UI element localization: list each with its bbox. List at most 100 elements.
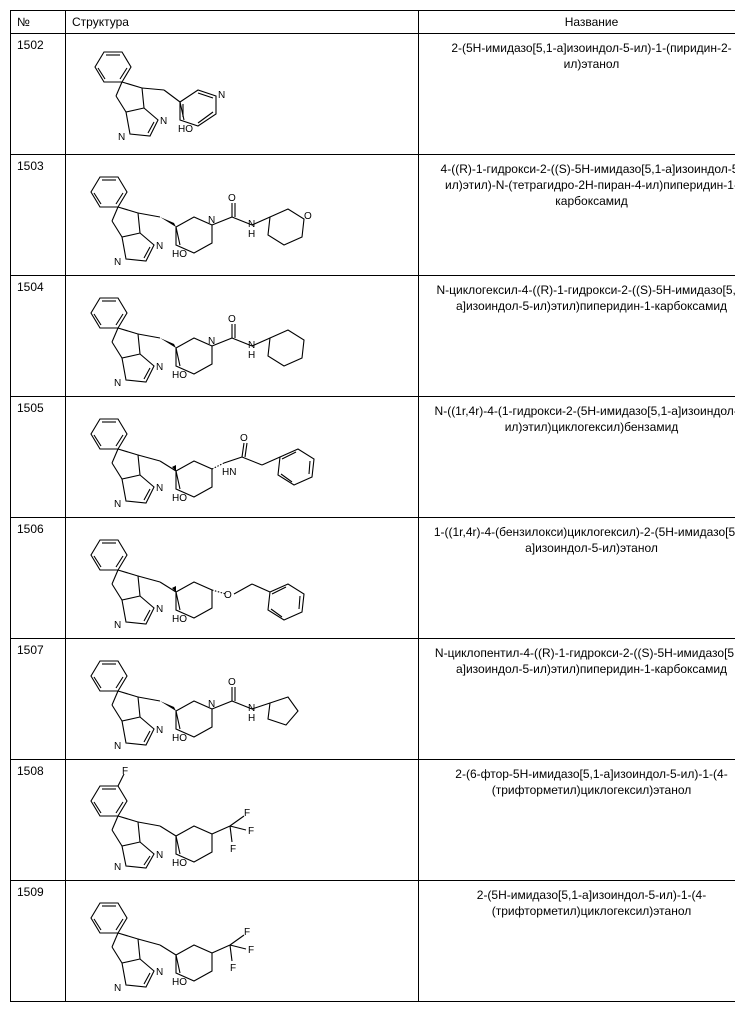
svg-text:N: N bbox=[114, 378, 121, 388]
svg-text:N: N bbox=[114, 983, 121, 993]
svg-text:HO: HO bbox=[172, 614, 187, 625]
compound-name: N-циклопентил-4-((R)-1-гидрокси-2-((S)-5… bbox=[419, 639, 735, 760]
row-num: 1502 bbox=[11, 34, 66, 155]
svg-text:N: N bbox=[156, 483, 163, 494]
table-row: 1509 N N HO bbox=[11, 881, 735, 1002]
svg-text:N: N bbox=[218, 90, 225, 101]
svg-text:N: N bbox=[208, 699, 215, 710]
table-row: 1506 bbox=[11, 518, 735, 639]
name-text: 1-((1r,4r)-4-(бензилокси)циклогексил)-2-… bbox=[425, 522, 735, 556]
row-num: 1505 bbox=[11, 397, 66, 518]
svg-text:O: O bbox=[228, 314, 236, 325]
svg-text:N: N bbox=[248, 340, 255, 351]
svg-text:HO: HO bbox=[172, 493, 187, 504]
svg-text:H: H bbox=[248, 713, 255, 724]
svg-text:HO: HO bbox=[172, 733, 187, 744]
compound-name: N-((1r,4r)-4-(1-гидрокси-2-(5H-имидазо[5… bbox=[419, 397, 735, 518]
svg-text:HO: HO bbox=[172, 370, 187, 381]
svg-text:HN: HN bbox=[222, 467, 236, 478]
svg-text:N: N bbox=[156, 725, 163, 736]
structure-svg: F NN HO FFF bbox=[72, 764, 372, 872]
svg-text:F: F bbox=[244, 927, 250, 938]
header-structure: Структура bbox=[66, 11, 419, 34]
svg-text:O: O bbox=[228, 677, 236, 688]
svg-text:O: O bbox=[240, 433, 248, 444]
structure-cell: N N HO N bbox=[66, 34, 419, 155]
name-text: 2-(5H-имидазо[5,1-a]изоиндол-5-ил)-1-(4-… bbox=[425, 885, 735, 919]
svg-text:N: N bbox=[248, 703, 255, 714]
structure-svg: N N HO O HN bbox=[72, 401, 392, 509]
svg-text:HO: HO bbox=[172, 858, 187, 869]
compound-name: 4-((R)-1-гидрокси-2-((S)-5H-имидазо[5,1-… bbox=[419, 155, 735, 276]
svg-text:O: O bbox=[224, 590, 232, 601]
svg-text:N: N bbox=[156, 604, 163, 615]
row-num: 1507 bbox=[11, 639, 66, 760]
svg-text:O: O bbox=[304, 211, 312, 222]
structure-cell: F NN HO FFF bbox=[66, 760, 419, 881]
structure-cell: NN HO FFF bbox=[66, 881, 419, 1002]
table-row: 1503 bbox=[11, 155, 735, 276]
svg-text:N: N bbox=[118, 132, 125, 143]
table-row: 1504 bbox=[11, 276, 735, 397]
compound-name: 2-(6-фтор-5H-имидазо[5,1-a]изоиндол-5-ил… bbox=[419, 760, 735, 881]
structure-cell: N N HO O bbox=[66, 518, 419, 639]
structure-svg: NN HO N O HN bbox=[72, 643, 392, 751]
svg-text:N: N bbox=[114, 499, 121, 509]
structure-svg: NN HO N O HN O bbox=[72, 159, 392, 267]
row-num: 1503 bbox=[11, 155, 66, 276]
svg-text:F: F bbox=[248, 945, 254, 956]
svg-text:HO: HO bbox=[172, 977, 187, 988]
svg-text:N: N bbox=[156, 850, 163, 861]
svg-text:N: N bbox=[156, 241, 163, 252]
svg-text:N: N bbox=[160, 116, 167, 127]
header-name: Название bbox=[419, 11, 735, 34]
header-num: № bbox=[11, 11, 66, 34]
row-num: 1504 bbox=[11, 276, 66, 397]
name-text: N-циклопентил-4-((R)-1-гидрокси-2-((S)-5… bbox=[425, 643, 735, 677]
svg-text:N: N bbox=[248, 219, 255, 230]
structure-cell: NN HO N O HN bbox=[66, 639, 419, 760]
compound-name: N-циклогексил-4-((R)-1-гидрокси-2-((S)-5… bbox=[419, 276, 735, 397]
name-text: 4-((R)-1-гидрокси-2-((S)-5H-имидазо[5,1-… bbox=[425, 159, 735, 210]
svg-text:HO: HO bbox=[172, 249, 187, 260]
name-text: N-циклогексил-4-((R)-1-гидрокси-2-((S)-5… bbox=[425, 280, 735, 314]
svg-text:N: N bbox=[114, 862, 121, 872]
svg-text:O: O bbox=[228, 193, 236, 204]
structure-svg: N N HO N bbox=[72, 38, 312, 146]
structure-svg: NN HO FFF bbox=[72, 885, 372, 993]
row-num: 1506 bbox=[11, 518, 66, 639]
svg-text:F: F bbox=[230, 844, 236, 855]
compound-name: 2-(5H-имидазо[5,1-a]изоиндол-5-ил)-1-(4-… bbox=[419, 881, 735, 1002]
table-row: 1507 bbox=[11, 639, 735, 760]
structure-svg: N N HO O bbox=[72, 522, 392, 630]
svg-text:N: N bbox=[156, 967, 163, 978]
row-num: 1509 bbox=[11, 881, 66, 1002]
svg-text:N: N bbox=[114, 741, 121, 751]
structure-cell: NN HO N O HN O bbox=[66, 155, 419, 276]
structure-cell: N N HO O HN bbox=[66, 397, 419, 518]
name-text: 2-(6-фтор-5H-имидазо[5,1-a]изоиндол-5-ил… bbox=[425, 764, 735, 798]
compound-name: 1-((1r,4r)-4-(бензилокси)циклогексил)-2-… bbox=[419, 518, 735, 639]
svg-text:N: N bbox=[208, 215, 215, 226]
svg-text:H: H bbox=[248, 229, 255, 240]
svg-text:N: N bbox=[208, 336, 215, 347]
svg-text:F: F bbox=[248, 826, 254, 837]
svg-text:N: N bbox=[114, 620, 121, 630]
svg-text:F: F bbox=[244, 808, 250, 819]
svg-text:F: F bbox=[122, 766, 128, 777]
compound-table: № Структура Название 1502 bbox=[10, 10, 735, 1002]
svg-text:HO: HO bbox=[178, 124, 193, 135]
svg-text:H: H bbox=[248, 350, 255, 361]
table-row: 1508 F bbox=[11, 760, 735, 881]
compound-name: 2-(5H-имидазо[5,1-a]изоиндол-5-ил)-1-(пи… bbox=[419, 34, 735, 155]
name-text: N-((1r,4r)-4-(1-гидрокси-2-(5H-имидазо[5… bbox=[425, 401, 735, 435]
svg-text:N: N bbox=[156, 362, 163, 373]
structure-svg: NN HO N O HN bbox=[72, 280, 392, 388]
svg-text:F: F bbox=[230, 963, 236, 974]
structure-cell: NN HO N O HN bbox=[66, 276, 419, 397]
header-row: № Структура Название bbox=[11, 11, 735, 34]
name-text: 2-(5H-имидазо[5,1-a]изоиндол-5-ил)-1-(пи… bbox=[425, 38, 735, 72]
table-row: 1502 bbox=[11, 34, 735, 155]
row-num: 1508 bbox=[11, 760, 66, 881]
svg-text:N: N bbox=[114, 257, 121, 267]
